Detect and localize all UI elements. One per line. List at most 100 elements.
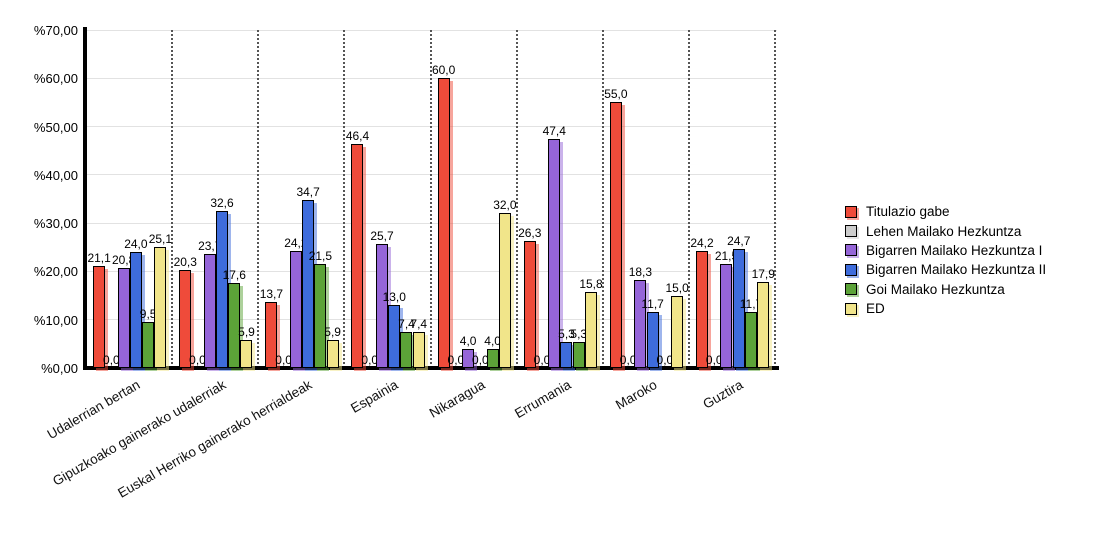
chart-legend: Titulazio gabe Lehen Mailako Hezkuntza Big… [845, 202, 1046, 318]
bar-value-label: 0,0 [705, 353, 723, 367]
legend-label: Lehen Mailako Hezkuntza [866, 223, 1022, 239]
bar-value-label: 21,1 [87, 251, 111, 266]
y-tick-label: %20,00 [33, 264, 78, 280]
bar [129, 252, 142, 368]
bar-value-label: 34,7 [296, 185, 320, 200]
bar [228, 283, 241, 368]
y-axis-line [83, 27, 87, 370]
bar-value-label: 24,2 [690, 236, 714, 251]
bar-value-label: 5,3 [570, 327, 588, 342]
bar [437, 78, 450, 368]
gridline [86, 222, 777, 224]
bar [732, 248, 745, 368]
y-tick-label: %30,00 [33, 216, 78, 232]
bar-value-label: 15,0 [665, 280, 689, 295]
category-separator [343, 30, 346, 368]
bar-value-label: 24,2 [284, 236, 308, 251]
bar [265, 301, 278, 368]
bar [375, 243, 388, 368]
legend-swatch-icon [845, 263, 857, 276]
category-separator [515, 30, 518, 368]
bar [179, 269, 192, 368]
bar-value-label: 9,5 [139, 307, 157, 322]
bar-value-label: 26,3 [518, 226, 542, 240]
y-tick-label: %70,00 [33, 23, 78, 38]
bar [289, 251, 302, 368]
gridline [86, 29, 777, 31]
bar-value-label: 24,7 [727, 233, 751, 248]
category-separator [171, 30, 174, 368]
bar-value-label: 0,0 [361, 353, 379, 367]
y-tick-label: %60,00 [33, 71, 78, 87]
legend-item: Titulazio gabe [845, 202, 1046, 221]
bar [302, 200, 314, 368]
bar [486, 348, 499, 368]
bar-value-label: 25,7 [370, 228, 394, 243]
bar [215, 210, 228, 368]
bar-value-label: 32,0 [493, 198, 517, 213]
bar [548, 139, 561, 368]
bar [142, 322, 154, 368]
bar-value-label: 0,0 [103, 353, 120, 367]
bar [560, 342, 573, 368]
bar-value-label: 25,1 [148, 231, 173, 246]
bar [498, 213, 511, 368]
bar-value-label: 23,7 [198, 238, 222, 253]
bar [93, 266, 105, 368]
bar-value-label: 0,0 [619, 353, 637, 367]
bar-value-label: 0,0 [533, 353, 551, 367]
bar-value-label: 24,0 [124, 237, 148, 252]
bar [584, 291, 597, 368]
bar [671, 295, 683, 368]
category-separator [774, 30, 776, 368]
bar [154, 246, 167, 368]
bar-value-label: 0,0 [275, 353, 292, 367]
bar [412, 332, 425, 368]
legend-label: ED [866, 301, 885, 317]
bar [609, 102, 622, 368]
legend-label: Titulazio gabe [866, 204, 950, 220]
bar-value-label: 60,0 [431, 63, 456, 78]
legend-swatch-icon [845, 283, 857, 296]
bar-value-label: 5,3 [558, 327, 575, 342]
bar-value-label: 18,3 [628, 264, 653, 279]
bar-value-label: 7,4 [410, 317, 428, 332]
bar-value-label: 0,0 [656, 353, 674, 367]
bar-value-label: 4,0 [484, 333, 501, 348]
bar-value-label: 7,4 [398, 317, 415, 332]
bar-value-label: 47,4 [542, 124, 566, 139]
legend-swatch-icon [845, 302, 857, 315]
bar [462, 348, 474, 368]
bar-value-label: 17,9 [751, 266, 775, 281]
y-tick-label: %10,00 [33, 312, 78, 328]
bar-value-label: 15,8 [579, 276, 603, 291]
gridline [86, 319, 777, 321]
bar [634, 279, 647, 368]
bar-value-label: 0,0 [189, 353, 206, 367]
legend-swatch-icon [845, 244, 857, 257]
category-separator [429, 30, 432, 368]
legend-item: Goi Mailako Hezkuntza [845, 280, 1046, 299]
category-separator [687, 30, 690, 368]
bar-value-label: 21,5 [714, 249, 739, 264]
bar-value-label: 0,0 [447, 353, 465, 367]
bar [523, 241, 536, 368]
bar [572, 342, 585, 368]
bar [744, 311, 757, 368]
bar [117, 267, 130, 368]
legend-item: Bigarren Mailako Hezkuntza II [845, 260, 1046, 279]
bar-value-label: 4,0 [459, 333, 477, 348]
bar-value-label: 11,7 [739, 296, 763, 311]
x-axis-line [83, 366, 779, 370]
bar [400, 332, 413, 368]
bar-value-label: 20,3 [173, 254, 197, 269]
bar [757, 281, 770, 368]
legend-label: Goi Mailako Hezkuntza [866, 281, 1005, 297]
legend-item: ED [845, 299, 1046, 318]
legend-label: Bigarren Mailako Hezkuntza I [866, 242, 1043, 258]
bar-value-label: 46,4 [345, 128, 370, 143]
y-tick-label: %0,00 [41, 361, 78, 376]
bar-value-label: 17,6 [222, 268, 246, 283]
bar [720, 264, 733, 368]
